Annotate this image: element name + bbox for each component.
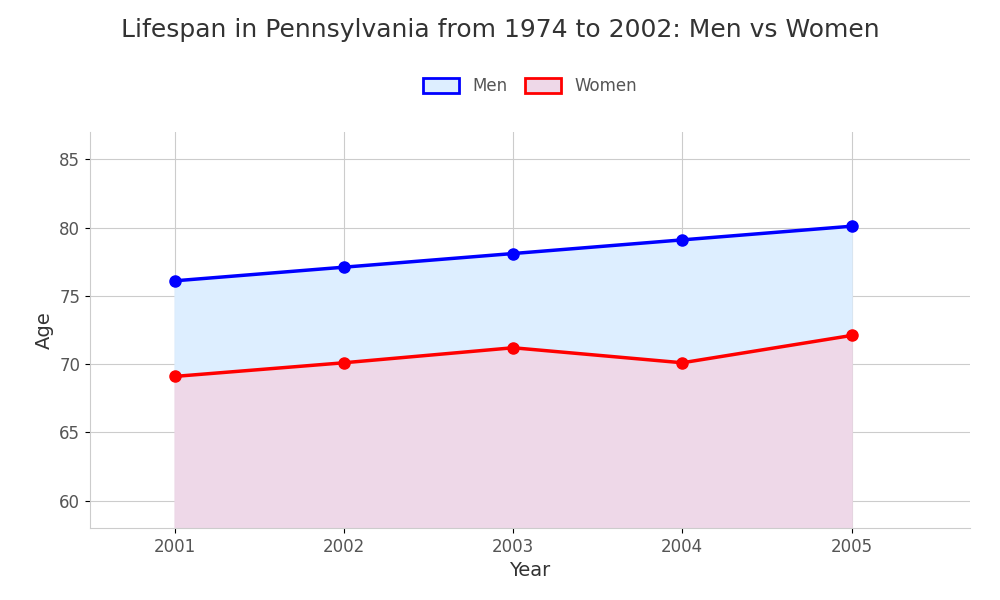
X-axis label: Year: Year (509, 561, 551, 580)
Legend: Men, Women: Men, Women (414, 69, 646, 104)
Y-axis label: Age: Age (35, 311, 54, 349)
Text: Lifespan in Pennsylvania from 1974 to 2002: Men vs Women: Lifespan in Pennsylvania from 1974 to 20… (121, 18, 879, 42)
